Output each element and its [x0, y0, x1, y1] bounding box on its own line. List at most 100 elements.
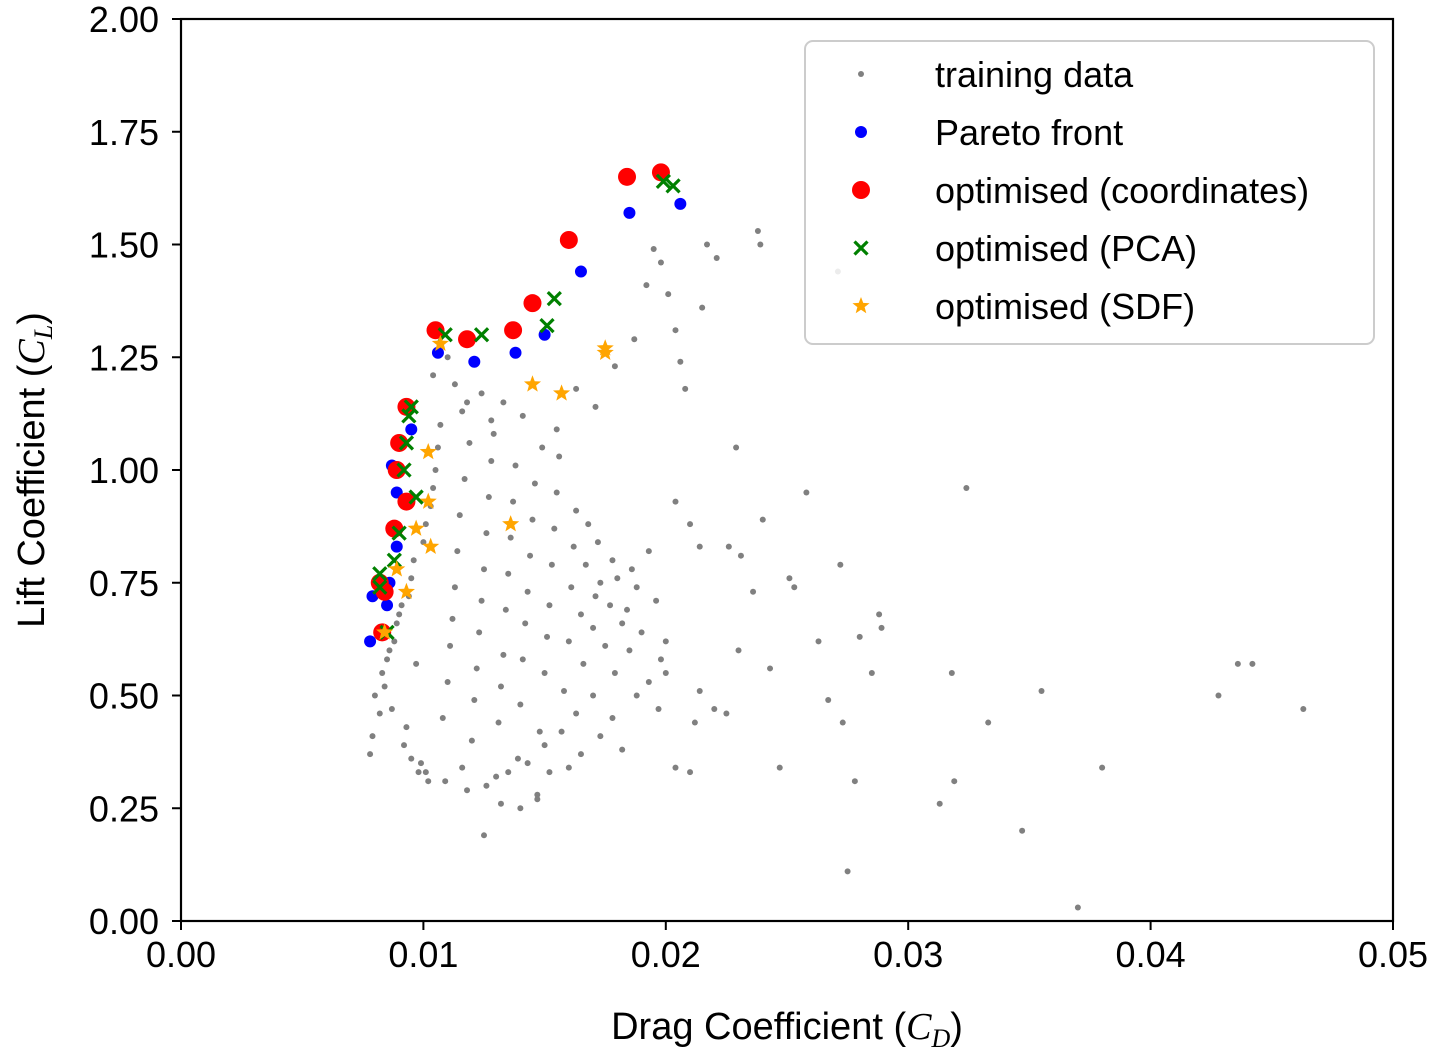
- y-axis-title-suffix: ): [11, 312, 53, 325]
- data-point: [696, 543, 703, 550]
- data-point: [393, 620, 400, 627]
- data-point: [687, 521, 694, 528]
- data-point: [524, 760, 531, 767]
- legend-item: training data: [858, 54, 1134, 95]
- data-point: [464, 399, 471, 406]
- x-marker: [665, 178, 681, 194]
- legend-label: optimised (coordinates): [935, 170, 1309, 211]
- data-point: [585, 521, 592, 528]
- x-marker: [398, 435, 415, 451]
- data-point: [607, 602, 614, 609]
- data-point: [483, 530, 490, 537]
- bigcircle-marker: [397, 397, 416, 416]
- data-point: [497, 683, 504, 690]
- data-point: [517, 805, 524, 812]
- star-marker: [376, 623, 394, 640]
- data-point: [514, 755, 521, 762]
- data-point: [565, 638, 572, 645]
- data-point: [553, 426, 560, 433]
- bigcircle-marker: [559, 230, 578, 249]
- data-point: [408, 755, 415, 762]
- y-tick-label: 0.00: [89, 901, 159, 942]
- x-marker: [372, 579, 388, 595]
- x-tick-label: 0.03: [873, 934, 943, 975]
- data-point: [985, 719, 992, 726]
- data-point: [417, 760, 424, 767]
- data-point: [733, 444, 740, 451]
- data-point: [677, 358, 684, 365]
- x-axis-title-suffix: ): [950, 1006, 963, 1048]
- legend-marker-point: [858, 71, 864, 77]
- data-point: [502, 606, 509, 613]
- x-tick-label: 0.05: [1358, 934, 1428, 975]
- data-point: [505, 769, 512, 776]
- data-point: [371, 692, 378, 699]
- data-point: [459, 764, 466, 771]
- data-point: [369, 733, 376, 740]
- x-tick-label: 0.02: [631, 934, 701, 975]
- data-point: [449, 615, 456, 622]
- data-point: [665, 291, 672, 298]
- y-tick-label: 1.50: [89, 225, 159, 266]
- legend-marker-circle: [855, 126, 867, 138]
- data-point: [951, 778, 958, 785]
- data-point: [682, 385, 689, 392]
- data-point: [662, 669, 669, 676]
- data-point: [376, 710, 383, 717]
- data-point: [592, 403, 599, 410]
- data-point: [844, 868, 851, 875]
- data-point: [837, 561, 844, 568]
- data-point: [856, 633, 863, 640]
- data-point: [672, 327, 679, 334]
- data-point: [519, 412, 526, 419]
- data-point: [553, 489, 560, 496]
- bigcircle-marker: [397, 492, 416, 511]
- data-point: [510, 498, 517, 505]
- data-point: [534, 791, 541, 798]
- plot-area: [364, 163, 1307, 911]
- data-point: [839, 719, 846, 726]
- data-point: [478, 597, 485, 604]
- bigcircle-marker: [458, 330, 477, 349]
- legend-box: [804, 40, 1375, 345]
- star-marker: [419, 442, 437, 460]
- x-marker: [408, 489, 424, 505]
- data-point: [493, 773, 500, 780]
- data-point: [597, 733, 604, 740]
- data-point: [1234, 660, 1241, 667]
- data-point: [507, 534, 514, 541]
- data-point: [447, 642, 454, 649]
- data-point: [534, 796, 541, 803]
- legend-marker-bigcircle: [852, 181, 870, 199]
- data-point: [645, 548, 652, 555]
- data-point: [490, 430, 497, 437]
- data-point: [459, 408, 466, 415]
- data-point: [379, 669, 386, 676]
- data-point: [573, 507, 580, 514]
- x-marker: [546, 290, 562, 307]
- data-point: [456, 512, 463, 519]
- data-point: [737, 552, 744, 559]
- data-point: [594, 539, 601, 546]
- data-point: [631, 336, 638, 343]
- x-marker: [403, 399, 419, 415]
- data-point: [1249, 660, 1256, 667]
- data-point: [662, 638, 669, 645]
- circle-marker: [468, 355, 481, 368]
- data-point: [422, 521, 429, 528]
- data-point: [1074, 904, 1081, 911]
- data-point: [396, 611, 403, 618]
- star-marker: [388, 560, 406, 577]
- bigcircle-marker: [523, 294, 542, 313]
- data-point: [408, 575, 415, 582]
- data-point: [468, 737, 475, 744]
- series-optimised-sdf-: [376, 334, 614, 640]
- data-point: [803, 489, 810, 496]
- legend: training data Pareto front optimised (coor…: [804, 40, 1375, 345]
- data-point: [497, 800, 504, 807]
- data-point: [568, 584, 575, 591]
- data-point: [384, 656, 391, 663]
- data-point: [1038, 687, 1045, 694]
- data-point: [590, 692, 597, 699]
- data-point: [696, 687, 703, 694]
